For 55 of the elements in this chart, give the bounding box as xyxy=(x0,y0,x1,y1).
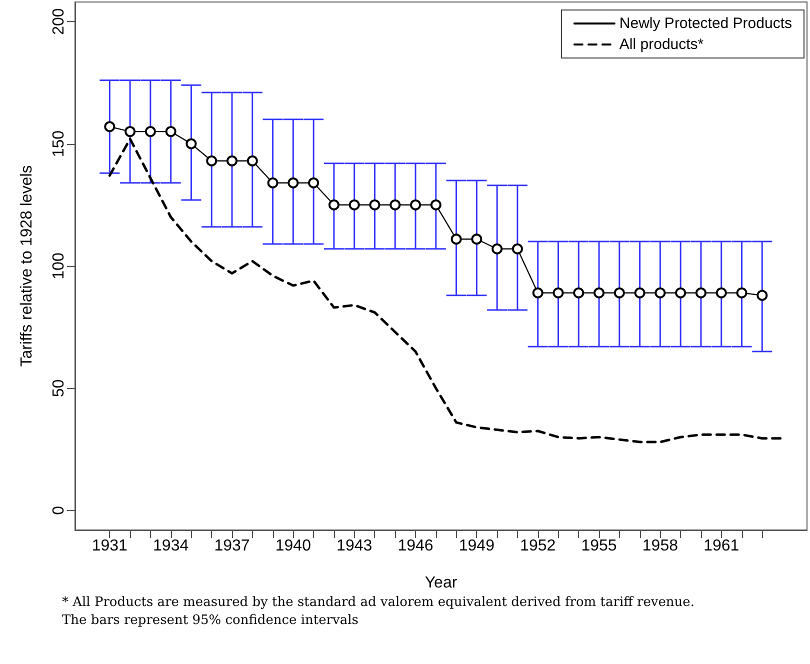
x-axis-title: Year xyxy=(424,574,458,592)
point xyxy=(206,155,218,166)
point xyxy=(736,287,748,298)
point xyxy=(716,287,727,298)
x-tick-label: 1952 xyxy=(520,538,556,554)
x-tick-label: 1955 xyxy=(581,538,617,554)
x-tick-label: 1931 xyxy=(92,538,128,554)
point xyxy=(104,121,116,132)
legend-label: All products* xyxy=(619,36,704,53)
point xyxy=(654,287,666,298)
x-tick-label: 1934 xyxy=(153,538,189,554)
point xyxy=(288,177,299,188)
x-tick-label: 1961 xyxy=(704,538,740,554)
point xyxy=(634,287,646,298)
y-tick-label: 100 xyxy=(50,252,68,280)
x-tick-label: 1958 xyxy=(642,538,678,554)
point xyxy=(226,155,238,166)
point xyxy=(246,155,258,166)
point xyxy=(430,199,442,210)
point xyxy=(675,287,686,298)
x-tick-label: 1937 xyxy=(214,538,250,554)
y-tick-label: 150 xyxy=(50,130,68,158)
point xyxy=(614,287,625,298)
x-tick-label: 1946 xyxy=(398,538,434,554)
point xyxy=(165,126,176,138)
point xyxy=(573,287,584,298)
legend-label: Newly Protected Products xyxy=(619,15,792,32)
y-tick-label: 200 xyxy=(50,8,68,35)
point xyxy=(410,199,422,210)
y-tick-label: 0 xyxy=(50,506,68,515)
point xyxy=(308,177,320,188)
point xyxy=(695,287,706,298)
text: * All Products are measured by the standard ad valorem equivalent derived from tariff revenue. xyxy=(62,594,696,612)
point xyxy=(369,199,380,210)
point xyxy=(756,290,768,301)
point xyxy=(512,243,523,254)
point xyxy=(124,126,136,138)
point xyxy=(267,177,278,188)
point xyxy=(186,138,197,150)
y-axis-title: Tariffs relative to 1928 levels xyxy=(18,165,36,367)
x-tick-label: 1949 xyxy=(458,538,495,554)
point xyxy=(492,243,503,254)
point xyxy=(552,287,564,298)
point xyxy=(328,199,340,210)
point xyxy=(348,199,360,210)
x-tick-label: 1943 xyxy=(336,538,372,554)
text: The bars represent 95% confidence intervals xyxy=(62,612,360,630)
point xyxy=(532,287,544,298)
point xyxy=(144,126,156,138)
x-tick-label: 1940 xyxy=(275,538,312,554)
point xyxy=(450,234,462,245)
point xyxy=(594,287,605,298)
y-tick-label: 50 xyxy=(50,379,68,398)
point xyxy=(390,199,401,210)
point xyxy=(471,234,482,245)
